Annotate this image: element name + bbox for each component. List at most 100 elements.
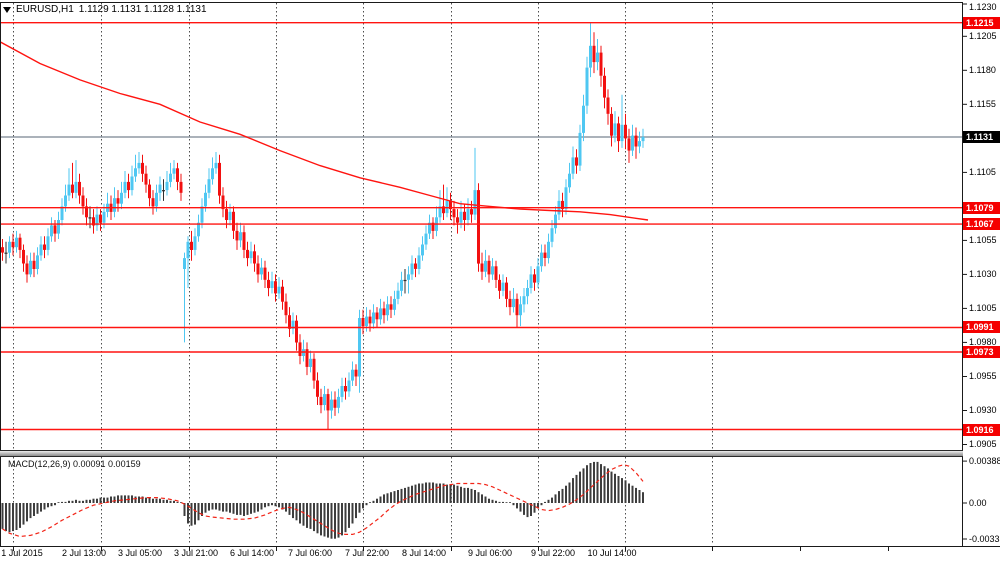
- candle: [158, 176, 162, 201]
- candle: [169, 162, 172, 188]
- candle: [197, 214, 200, 242]
- collapse-quote-panel-icon[interactable]: [3, 6, 11, 13]
- candle: [508, 290, 512, 316]
- candle: [123, 171, 127, 199]
- price-axis-tick-label: 1.1105: [969, 167, 996, 178]
- candle: [4, 241, 8, 264]
- candle: [291, 312, 295, 335]
- candle: [144, 165, 148, 193]
- candle: [207, 168, 211, 199]
- price-axis-tick-label: 1.1230: [969, 2, 997, 12]
- candle: [431, 217, 435, 239]
- candle: [536, 258, 540, 288]
- candle: [29, 252, 32, 278]
- candle: [393, 290, 396, 316]
- price-axis-tick-label: 1.1155: [969, 99, 996, 110]
- price-axis-tick-label: 1.0955: [969, 371, 997, 382]
- candle: [533, 269, 536, 291]
- candle: [1, 239, 4, 261]
- candle: [610, 107, 613, 147]
- candle: [302, 339, 305, 362]
- candle: [179, 173, 183, 201]
- moving-average-line: [0, 41, 649, 221]
- candle: [445, 187, 449, 218]
- candle: [74, 160, 78, 199]
- candle: [344, 377, 347, 400]
- candle: [613, 111, 617, 143]
- candle: [298, 334, 302, 365]
- candle: [106, 192, 109, 218]
- candle: [396, 282, 400, 305]
- candle: [330, 391, 333, 419]
- price-axis-tick-label: 1.0930: [969, 405, 997, 416]
- candle: [256, 255, 260, 283]
- candle: [263, 260, 267, 288]
- candle: [253, 244, 256, 272]
- candle: [368, 309, 372, 332]
- price-level-badge: 1.1215: [963, 16, 1000, 29]
- candle: [50, 217, 53, 242]
- candle: [249, 241, 253, 264]
- candle: [564, 179, 568, 215]
- candle: [424, 225, 428, 250]
- symbol-period-label: EURUSD,H1: [16, 4, 74, 15]
- candle: [452, 200, 456, 226]
- candle: [116, 190, 120, 212]
- time-axis-label: 1 Jul 2015: [1, 548, 43, 558]
- candle: [270, 271, 274, 294]
- candle: [456, 209, 459, 234]
- candle: [400, 271, 403, 297]
- candle: [183, 252, 186, 343]
- price-axis-tick-label: 1.0980: [969, 337, 997, 348]
- candle: [354, 364, 358, 386]
- candle: [421, 236, 424, 261]
- candle: [361, 309, 365, 335]
- candle: [200, 198, 204, 229]
- candle: [529, 266, 533, 294]
- panel-splitter-handle[interactable]: [0, 450, 963, 457]
- candle: [410, 255, 414, 280]
- candle: [71, 162, 74, 199]
- time-axis-label: 2 Jul 13:00: [61, 548, 107, 558]
- candle: [596, 39, 599, 71]
- candle: [312, 353, 316, 389]
- candle: [557, 190, 561, 220]
- time-axis-label: 3 Jul 21:00: [173, 548, 219, 558]
- candle: [186, 236, 190, 288]
- time-axis-label: 3 Jul 05:00: [117, 548, 163, 558]
- candle: [634, 127, 638, 159]
- candle: [11, 233, 15, 256]
- time-axis-label: 6 Jul 14:00: [229, 548, 275, 558]
- candle: [281, 279, 284, 310]
- candle: [235, 222, 239, 250]
- time-axis: 1 Jul 2015 2 Jul 13:00 3 Jul 05:00 3 Jul 21…: [0, 548, 1000, 561]
- candle: [522, 288, 526, 313]
- candle: [449, 192, 452, 220]
- candle: [15, 230, 18, 253]
- candle: [512, 288, 515, 313]
- candle: [494, 260, 498, 288]
- candle: [81, 187, 85, 215]
- candle: [326, 388, 330, 430]
- price-axis-tick-label: 1.1205: [969, 31, 997, 42]
- candle: [218, 154, 221, 204]
- candle: [561, 192, 564, 218]
- candle: [501, 274, 505, 297]
- candle: [46, 228, 50, 256]
- candle: [25, 255, 29, 283]
- candle: [316, 372, 319, 405]
- candle: [589, 22, 592, 78]
- candle: [382, 301, 386, 324]
- candle: [288, 307, 291, 337]
- candle: [372, 304, 375, 329]
- time-axis-label: 9 Jul 06:00: [467, 548, 513, 558]
- candle: [162, 179, 165, 201]
- candle: [603, 67, 606, 109]
- candle: [543, 244, 547, 267]
- macd-signal-line: [2, 464, 644, 538]
- candle: [571, 146, 575, 180]
- time-axis-label: 7 Jul 22:00: [344, 548, 390, 558]
- price-level-badge: 1.0916: [963, 423, 1000, 436]
- candle: [246, 241, 249, 267]
